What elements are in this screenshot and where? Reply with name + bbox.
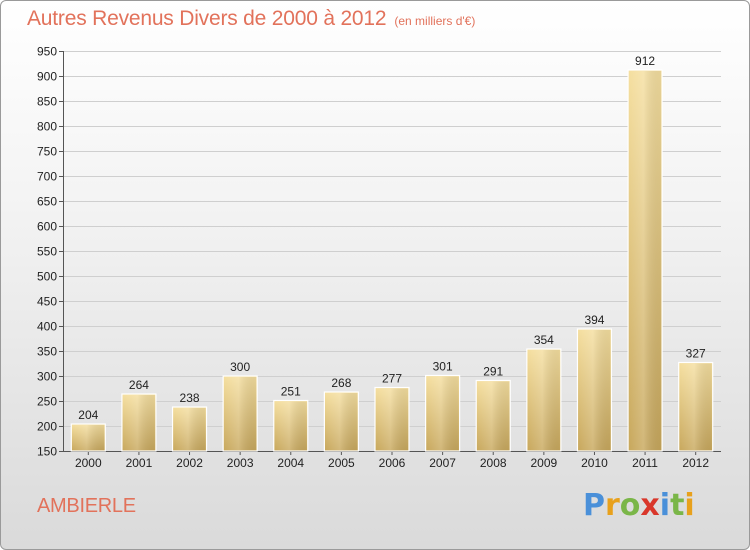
chart-title-unit: (en milliers d'€) [394,14,476,28]
y-tick-label: 550 [37,245,57,259]
bar-shine [173,408,206,450]
bar-value-label: 354 [534,333,554,347]
y-tick-label: 500 [37,270,57,284]
bar-shine [578,330,611,450]
logo-letter: r [605,488,620,523]
bar-group [526,348,562,452]
x-tick-label: 2006 [379,456,406,470]
bar-shine [224,377,257,450]
logo-letter: i [659,488,671,523]
chart-title: Autres Revenus Divers de 2000 à 2012 (en … [27,7,475,31]
x-tick-label: 2002 [176,456,203,470]
bar-value-label: 912 [635,54,655,68]
x-tick-label: 2009 [530,456,557,470]
bar-value-label: 394 [584,313,604,327]
logo-letter: i [684,488,695,523]
bar-value-label: 291 [483,365,503,379]
y-tick-label: 850 [37,95,57,109]
logo-letter: o [619,488,641,523]
bar-shine [426,376,459,450]
bar-group [678,361,714,452]
bar-value-label: 251 [281,385,301,399]
x-tick-label: 2001 [126,456,153,470]
x-tick-label: 2007 [429,456,456,470]
bar-value-label: 300 [230,360,250,374]
bar-value-label: 204 [78,408,98,422]
bar-shine [72,425,105,450]
y-tick-label: 200 [37,420,57,434]
bar-group [374,386,410,452]
bar-shine [274,401,307,450]
bar-shine [122,395,155,450]
logo-letter: x [640,488,660,523]
bar-value-label: 277 [382,372,402,386]
y-tick-label: 350 [37,345,57,359]
commune-name: AMBIERLE [37,495,136,517]
bar-group [576,328,613,452]
bar-shine [376,388,408,450]
bar-group [222,375,258,452]
bar-group [323,391,359,452]
y-tick-label: 650 [37,195,57,209]
y-tick-label: 750 [37,145,57,159]
y-tick-label: 600 [37,220,57,234]
x-tick-label: 2008 [480,456,507,470]
bar-group [425,374,461,452]
y-tick-label: 900 [37,70,57,84]
bar-group [273,399,309,452]
chart-title-main: Autres Revenus Divers de 2000 à 2012 [27,7,387,30]
bar-group [171,406,208,452]
y-tick-label: 700 [37,170,57,184]
bar-shine [325,393,358,450]
bar-group [475,379,511,452]
y-tick-label: 150 [37,445,57,459]
x-tick-label: 2005 [328,456,355,470]
y-tick-label: 800 [37,120,57,134]
bar-group [627,69,663,452]
bar-shine [679,363,712,450]
y-tick-label: 400 [37,320,57,334]
y-tick-label: 450 [37,295,57,309]
bar-shine [527,350,560,450]
y-tick-label: 300 [37,370,57,384]
logo-letter: t [670,488,685,523]
x-tick-label: 2012 [682,456,709,470]
bar-shine [629,71,662,450]
x-tick-label: 2011 [632,456,658,470]
bars [70,69,714,452]
bar-shine [477,381,510,450]
x-tick-label: 2000 [75,456,102,470]
x-tick-label: 2004 [277,456,304,470]
bar-value-label: 301 [433,360,453,374]
x-tick-label: 2010 [581,456,608,470]
y-tick-label: 950 [37,45,57,59]
labels: 204 2000 264 2001 238 2002 300 2003 251 2004 268 20… [75,54,709,470]
bar-value-label: 268 [331,376,351,390]
logo-letter: P [583,488,605,523]
axes: 150 200 250 300 350 400 450 500 550 600 650 700 750 8… [37,45,721,459]
bar-value-label: 264 [129,378,149,392]
bar-value-label: 238 [180,391,200,405]
bar-value-label: 327 [686,347,706,361]
y-tick-label: 250 [37,395,57,409]
bar-group [121,393,157,452]
bar-group [70,423,106,452]
x-tick-label: 2003 [227,456,254,470]
proxiti-logo: Proxiti [583,488,695,523]
